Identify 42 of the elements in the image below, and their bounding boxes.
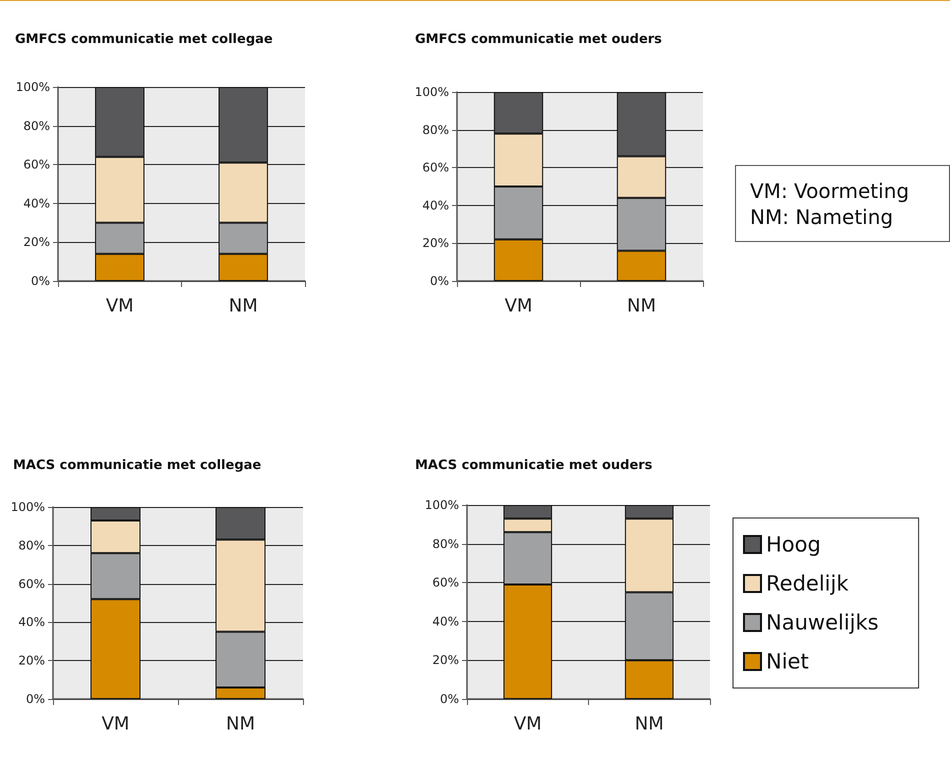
y-tick-label: 60% <box>18 576 45 591</box>
y-tick-label: 60% <box>23 158 50 172</box>
x-tick-label: VM <box>514 714 542 734</box>
x-tick-label: NM <box>228 296 258 316</box>
text: VM: Voormeting <box>750 178 910 204</box>
y-tick-label: 40% <box>432 614 459 628</box>
y-tick-label: 20% <box>23 235 50 250</box>
y-tick-label: 0% <box>30 274 50 288</box>
chart-title: MACS communicatie met collegae <box>13 458 262 473</box>
legend-label: Hoog <box>766 532 821 556</box>
chart-title: MACS communicatie met ouders <box>415 458 653 473</box>
y-tick-label: 100% <box>16 80 50 94</box>
y-tick-label: 60% <box>432 576 459 590</box>
legend-label: Niet <box>766 650 809 674</box>
x-tick-label: VM <box>102 714 130 734</box>
chart-title: GMFCS communicatie met collegae <box>15 32 273 47</box>
y-tick-label: 0% <box>430 274 449 288</box>
x-tick-label: NM <box>226 714 255 734</box>
y-tick-label: 20% <box>18 654 45 668</box>
legend-label: Redelijk <box>766 572 850 596</box>
y-tick-label: 40% <box>23 196 50 210</box>
text: NM: Nameting <box>750 204 894 230</box>
y-tick-label: 80% <box>18 538 45 552</box>
y-tick-label: 60% <box>422 160 449 175</box>
y-tick-label: 100% <box>414 85 449 99</box>
chart-title: GMFCS communicatie met ouders <box>415 32 662 47</box>
y-tick-label: 20% <box>432 653 459 668</box>
y-tick-label: 100% <box>10 500 45 514</box>
x-tick-label: NM <box>627 296 656 316</box>
y-tick-label: 0% <box>26 692 45 706</box>
y-tick-label: 20% <box>422 236 449 250</box>
y-tick-label: 0% <box>440 692 459 706</box>
y-tick-label: 80% <box>23 118 50 133</box>
legend-label: Nauwelijks <box>766 610 879 634</box>
y-tick-label: 40% <box>18 615 45 630</box>
y-tick-label: 80% <box>422 122 449 137</box>
x-tick-label: NM <box>634 714 664 734</box>
x-tick-label: VM <box>106 296 134 316</box>
y-tick-label: 80% <box>432 536 459 551</box>
y-tick-label: 100% <box>424 498 459 512</box>
y-tick-label: 40% <box>422 198 449 212</box>
x-tick-label: VM <box>504 296 532 316</box>
